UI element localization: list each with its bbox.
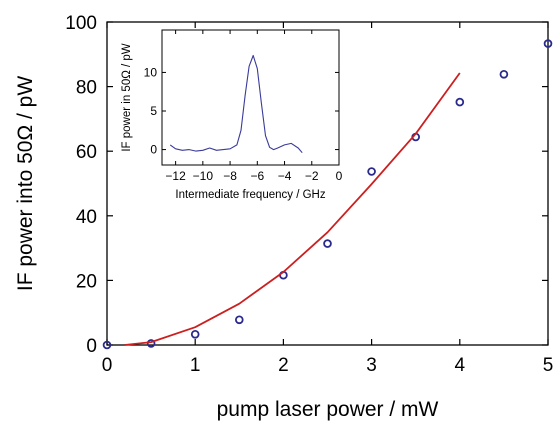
inset-y-tick-label: 10 [144, 65, 158, 79]
data-point [367, 167, 376, 176]
x-tick-label: 0 [102, 355, 113, 376]
data-point [190, 329, 200, 339]
data-point [543, 39, 553, 48]
data-point [146, 339, 156, 348]
x-tick-label: 4 [455, 355, 466, 376]
y-tick-label: 40 [76, 207, 97, 228]
inset-x-tick-label: −2 [305, 169, 319, 183]
x-tick-label: 3 [366, 355, 377, 376]
inset-x-tick-label: −10 [193, 169, 214, 183]
y-axis-label: IF power into 50Ω / pW [14, 76, 37, 291]
data-point [102, 340, 112, 350]
y-tick-label: 0 [86, 336, 97, 357]
x-tick-label: 2 [278, 355, 289, 376]
data-point [235, 315, 244, 325]
inset-x-tick-label: −4 [278, 169, 292, 183]
series-line [124, 72, 461, 346]
y-tick-label: 100 [65, 13, 97, 34]
inset-x-tick-label: 0 [336, 169, 343, 183]
x-tick-label: 5 [543, 355, 554, 376]
inset-plot-frame [161, 29, 340, 166]
inset-plot: −12 −10 −8 −6 −4 −2 0 0 5 10 Intermediate frequenc… [121, 29, 343, 201]
data-point [499, 70, 509, 79]
plot-frame [106, 21, 549, 346]
inset-x-tick-label: −8 [223, 169, 237, 183]
y-tick-label: 20 [76, 271, 97, 292]
x-axis-label: pump laser power / mW [217, 398, 439, 421]
inset-x-tick-label: −12 [165, 169, 186, 183]
y-tick-label: 60 [76, 142, 97, 163]
y-tick-label: 80 [76, 78, 97, 99]
data-point [455, 97, 465, 107]
inset-x-tick-label: −6 [250, 169, 264, 183]
inset-series-line [169, 54, 303, 154]
inset-y-tick-label: 0 [150, 143, 157, 157]
inset-y-tick-label: 5 [150, 104, 157, 118]
inset-y-axis-label: IF power in 50Ω / pW [121, 43, 133, 151]
data-point [323, 239, 332, 248]
x-tick-label: 1 [190, 355, 201, 376]
inset-x-axis-label: Intermediate frequency / GHz [175, 189, 325, 201]
inset-background [162, 30, 342, 175]
